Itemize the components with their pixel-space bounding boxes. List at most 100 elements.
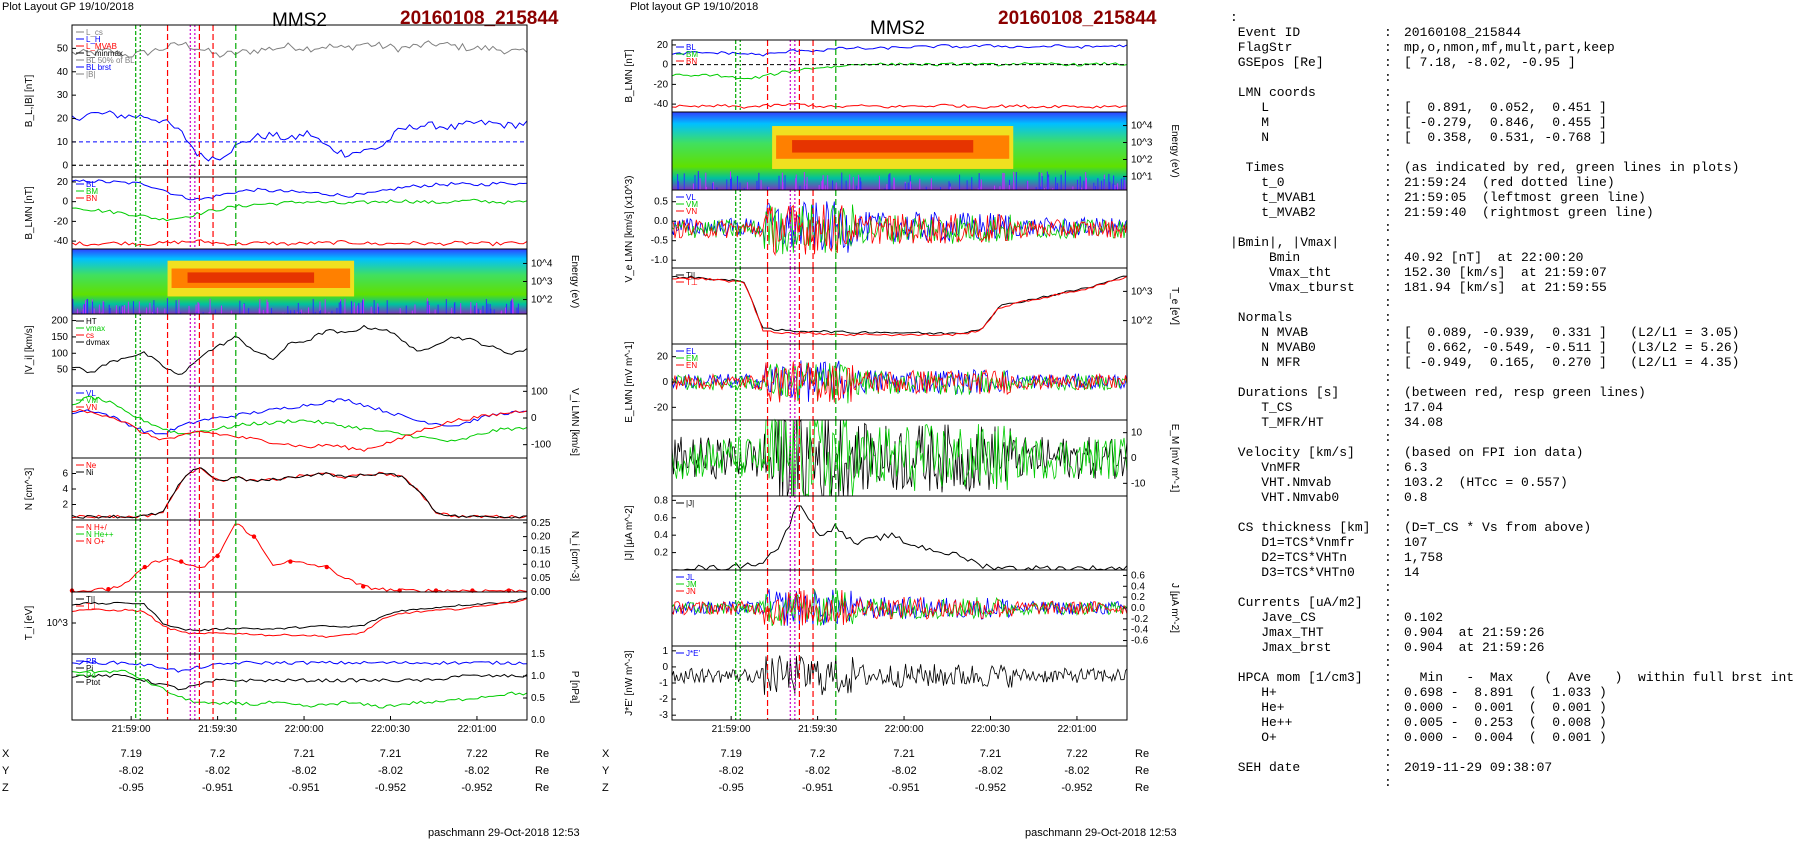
legend-entry: JL	[686, 573, 695, 582]
legend-entry: BN	[86, 194, 97, 203]
legend-entry: L_H	[86, 35, 101, 44]
y-tick-label: -20	[54, 216, 69, 227]
legend-entry: BL brst	[86, 63, 112, 72]
legend-entry: Ptot	[86, 678, 101, 687]
coord-unit: Re	[1135, 782, 1149, 794]
y-tick-label: -20	[654, 79, 669, 90]
info-row: Jmax_brst:0.904 at 21:59:26	[1230, 640, 1800, 655]
y-tick-label: 10^1	[1131, 171, 1153, 182]
info-sep: :	[1384, 325, 1392, 340]
info-key: Vmax_tburst	[1230, 280, 1355, 295]
series-line	[71, 198, 528, 222]
series-line	[671, 418, 1128, 498]
info-row: t_MVAB2:21:59:40 (rightmost green line)	[1230, 205, 1800, 220]
legend-entry: BM	[686, 50, 698, 59]
coord-axis-label: Y	[602, 765, 610, 777]
info-row: D1=TCS*Vnmfr:107	[1230, 535, 1800, 550]
info-sep: :	[1384, 505, 1392, 520]
series-line	[71, 467, 528, 519]
legend-entry: BL 50% of BL	[86, 56, 135, 65]
legend-entry: BL	[86, 180, 96, 189]
axis-label: P [nPa]	[569, 671, 580, 704]
y-tick-label: -2	[659, 694, 668, 705]
info-value: 1,758	[1404, 550, 1444, 565]
info-row: D2=TCS*VHTn:1,758	[1230, 550, 1800, 565]
info-row: H+:0.698 - 8.891 ( 1.033 )	[1230, 685, 1800, 700]
info-row: N MFR: [ -0.949, 0.165, 0.270 ] (L2/L1 = …	[1230, 355, 1800, 370]
info-key: t_MVAB1	[1230, 190, 1316, 205]
info-key: T_CS	[1230, 400, 1293, 415]
info-row: D3=TCS*VHTn0:14	[1230, 565, 1800, 580]
info-sep: :	[1384, 475, 1392, 490]
info-key: :	[1230, 10, 1238, 25]
x-tick-label: 22:01:00	[1057, 724, 1096, 735]
info-value: [ 0.358, 0.531, -0.768 ]	[1404, 130, 1607, 145]
info-row: N MVAB: [ 0.089, -0.939, 0.331 ] (L2/L1 =…	[1230, 325, 1800, 340]
legend-entry: VM	[86, 396, 98, 405]
legend-entry: VN	[686, 207, 697, 216]
info-sep: :	[1384, 775, 1392, 790]
y-tick-label: 10^3	[47, 618, 69, 629]
y-tick-label: 0	[662, 377, 668, 388]
right-plot-header: Plot layout GP 19/10/2018	[630, 1, 759, 13]
right-plot-event-id: 20160108_215844	[998, 8, 1157, 29]
coord-value: -0.952	[375, 782, 406, 794]
legend-entry: BL	[686, 43, 696, 52]
info-key: O+	[1230, 730, 1277, 745]
legend-entry: cs	[86, 331, 94, 340]
coord-value: 7.19	[120, 748, 141, 760]
legend-entry: |J|	[686, 499, 694, 508]
y-tick-label: 0.10	[531, 559, 551, 570]
legend-entry: T||	[686, 271, 695, 280]
info-sep: :	[1384, 655, 1392, 670]
info-key: L	[1230, 100, 1270, 115]
coord-value: 7.19	[720, 748, 741, 760]
info-sep: :	[1384, 250, 1392, 265]
y-tick-label: 0	[62, 160, 68, 171]
y-tick-label: 0	[662, 60, 668, 71]
info-row: :	[1230, 775, 1800, 790]
info-row: GSEpos [Re]: [ 7.18, -8.02, -0.95 ]	[1230, 55, 1800, 70]
coord-value: -0.952	[1061, 782, 1092, 794]
coord-unit: Re	[1135, 748, 1149, 760]
y-tick-label: -20	[654, 402, 669, 413]
axis-label: E_M [mV m^-1]	[1169, 424, 1180, 493]
coord-axis-label: Z	[602, 782, 609, 794]
coord-unit: Re	[1135, 765, 1149, 777]
info-key	[1230, 70, 1384, 85]
info-row: VHT.Nmvab:103.2 (HTcc = 0.557)	[1230, 475, 1800, 490]
info-value: (as indicated by red, green lines in plo…	[1404, 160, 1740, 175]
axis-label: T_e [eV]	[1169, 287, 1180, 325]
coord-value: 7.21	[293, 748, 314, 760]
data-point	[179, 559, 184, 564]
coord-value: 7.22	[1066, 748, 1087, 760]
series-line	[671, 418, 1128, 497]
y-tick-label: -40	[654, 99, 669, 110]
y-tick-label: 10^2	[1131, 154, 1153, 165]
info-row: :	[1230, 370, 1800, 385]
coord-value: -8.02	[205, 765, 230, 777]
coord-value: -8.02	[978, 765, 1003, 777]
info-row: SEH date:2019-11-29 09:38:07	[1230, 760, 1800, 775]
legend-entry: L_cs	[86, 28, 103, 37]
info-row: VHT.Nmvab0:0.8	[1230, 490, 1800, 505]
legend-entry: Ne	[86, 461, 97, 470]
series-line	[71, 598, 528, 639]
series-line	[71, 40, 528, 58]
info-key: VnMFR	[1230, 460, 1301, 475]
legend-entry: dvmax	[86, 338, 110, 347]
y-tick-label: 0.05	[531, 573, 551, 584]
data-point	[361, 584, 366, 589]
info-key: Normals	[1230, 310, 1293, 325]
coord-value: -0.951	[802, 782, 833, 794]
series-line	[671, 361, 1128, 403]
y-tick-label: 50	[57, 365, 69, 376]
axis-label: B_L,|B| [nT]	[24, 75, 35, 128]
info-sep: :	[1384, 175, 1392, 190]
info-value: [ 7.18, -8.02, -0.95 ]	[1404, 55, 1576, 70]
series-line	[671, 44, 1128, 57]
y-tick-label: -0.2	[1131, 614, 1149, 625]
coord-value: 7.21	[380, 748, 401, 760]
legend-entry: JN	[686, 587, 696, 596]
info-value: 21:59:05 (leftmost green line)	[1404, 190, 1646, 205]
